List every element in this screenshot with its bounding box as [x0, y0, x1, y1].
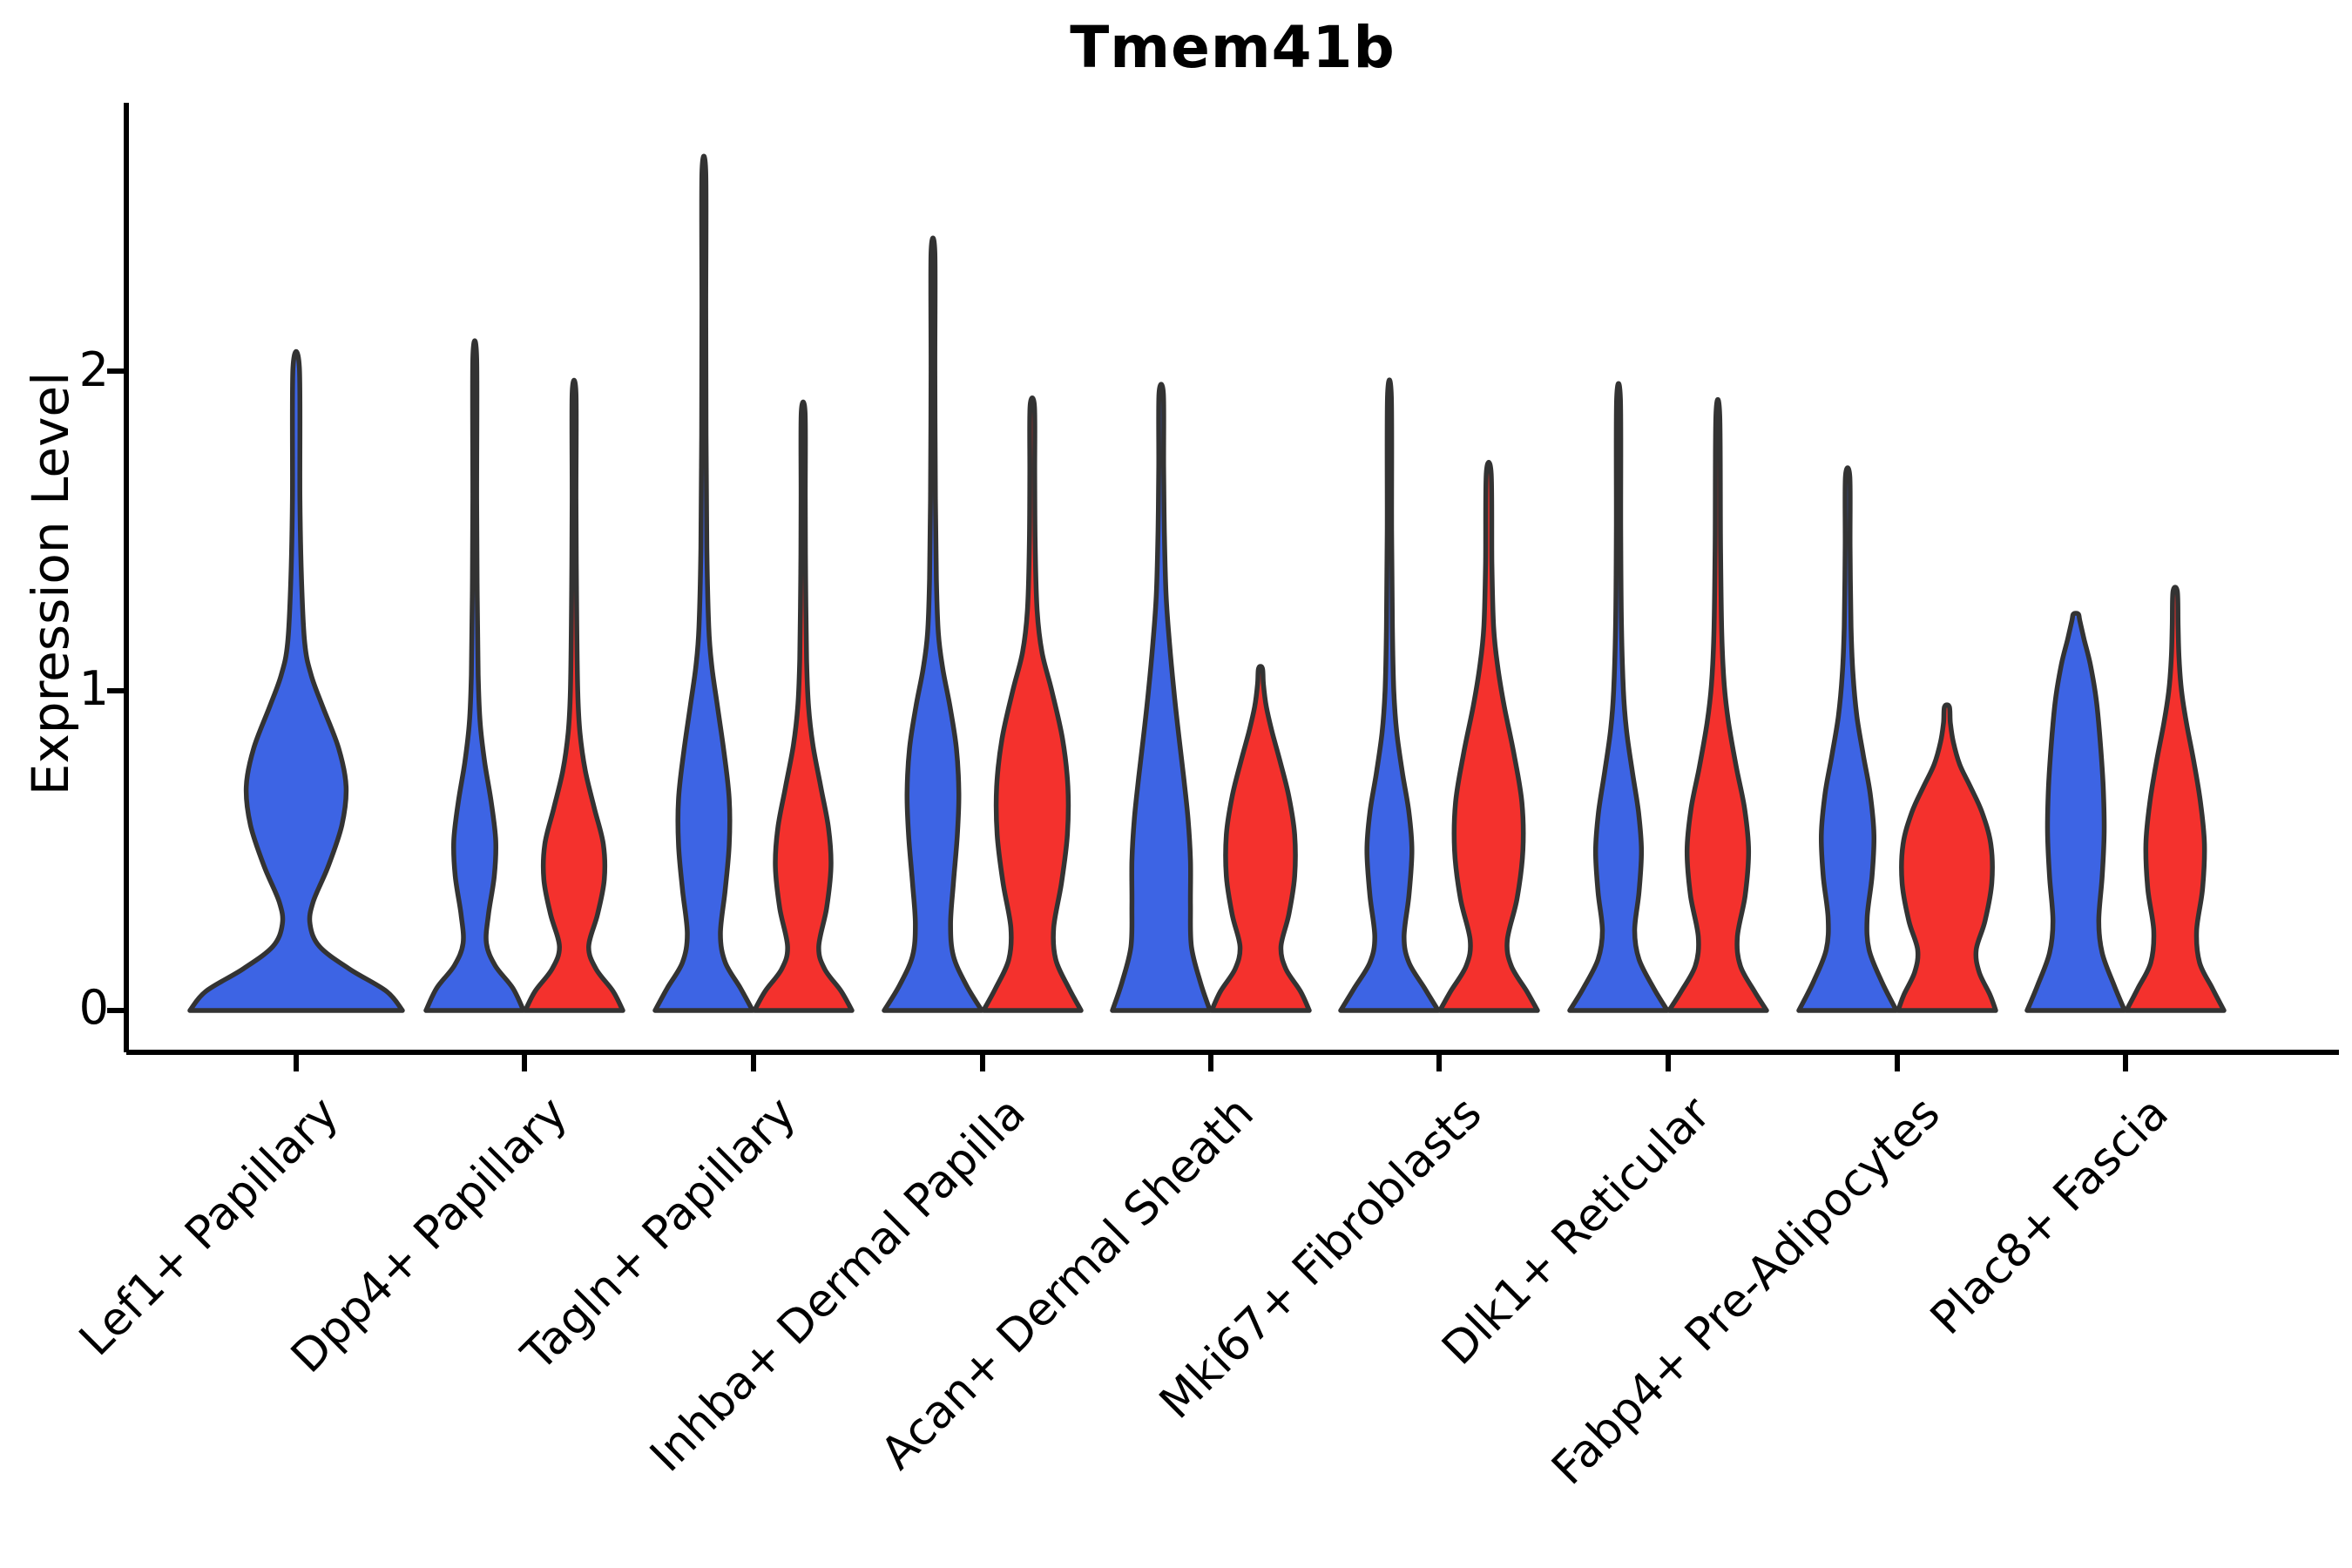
violin-acan-blue [1110, 382, 1213, 1013]
violin-mki67-red [1437, 459, 1540, 1013]
violin-fabp4-red [1896, 702, 1998, 1013]
violin-inhba-red [981, 395, 1084, 1013]
violin-plac8-red [2124, 585, 2227, 1013]
violin-dlk1-blue [1567, 381, 1670, 1013]
violin-lef1-blue [187, 348, 405, 1013]
violin-plac8-blue [2024, 611, 2127, 1013]
violin-dlk1-red [1666, 396, 1769, 1013]
y-axis-label: Expression Level [21, 371, 80, 796]
y-tick-label-1: 1 [78, 660, 109, 716]
violin-tagln-red [752, 399, 855, 1013]
violin-acan-red [1209, 664, 1312, 1013]
violin-dpp4-red [523, 377, 625, 1013]
violin-fabp4-blue [1796, 465, 1899, 1013]
violin-inhba-blue [882, 235, 984, 1013]
y-tick-label-0: 0 [78, 979, 109, 1035]
plot-title: Tmem41b [1070, 14, 1396, 81]
violin-mki67-blue [1338, 377, 1441, 1013]
violin-dpp4-blue [423, 338, 526, 1013]
violin-tagln-blue [652, 153, 755, 1013]
y-tick-label-2: 2 [78, 341, 109, 397]
